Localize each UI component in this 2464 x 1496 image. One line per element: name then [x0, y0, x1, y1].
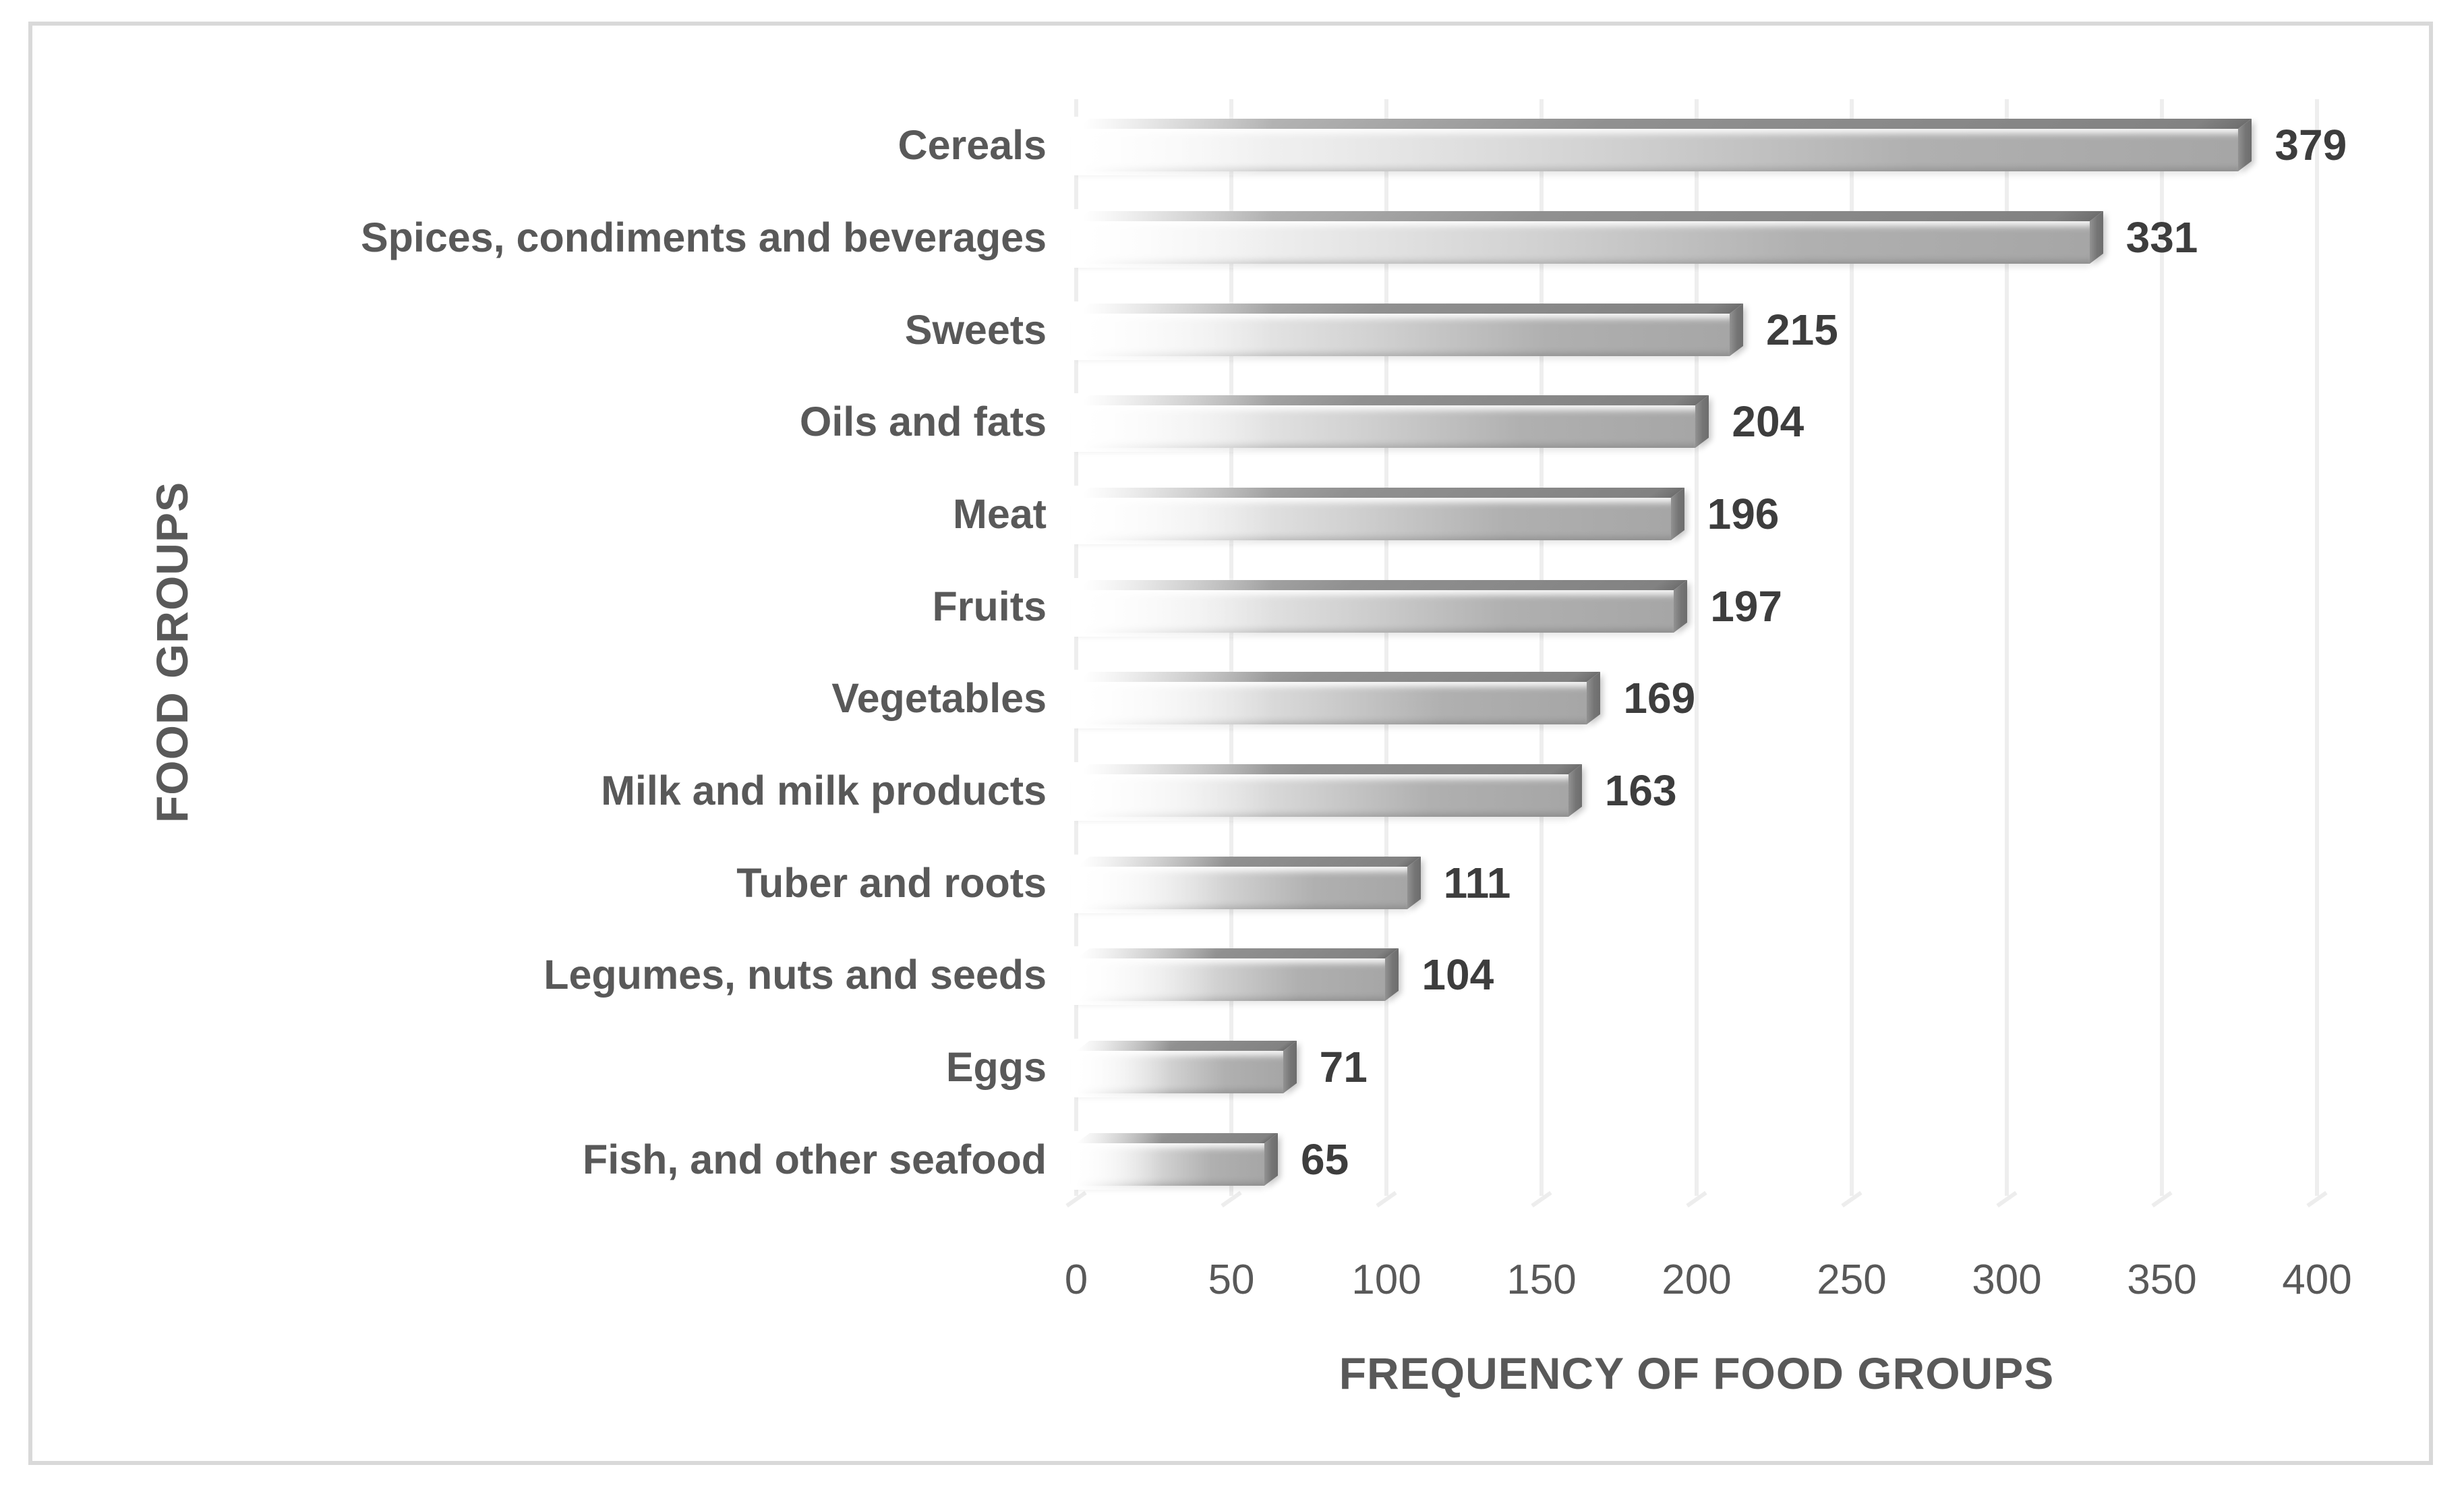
- category-label: Fish, and other seafood: [582, 1136, 1047, 1182]
- gridline: [1229, 99, 1233, 1196]
- bar-row: 71: [1071, 1021, 2317, 1114]
- value-label: 65: [1301, 1134, 1349, 1184]
- bar: [1071, 485, 1684, 544]
- value-label: 379: [2275, 121, 2347, 170]
- bar-left-fade: [1071, 1130, 1162, 1190]
- x-tick-label: 250: [1817, 1257, 1887, 1303]
- gridline: [2315, 99, 2319, 1196]
- value-label: 197: [1710, 581, 1782, 631]
- gridline: [1384, 99, 1388, 1196]
- category-label: Milk and milk products: [601, 767, 1047, 813]
- x-tick-label: 200: [1662, 1257, 1732, 1303]
- bar: [1071, 854, 1421, 913]
- bar-end-cap: [1730, 303, 1743, 356]
- bar-left-fade: [1071, 117, 1273, 176]
- x-tick-label: 350: [2127, 1257, 2197, 1303]
- category-label: Cereals: [898, 122, 1047, 169]
- bar-end-cap: [1568, 764, 1582, 817]
- value-label: 104: [1421, 950, 1494, 1000]
- bar-left-fade: [1071, 761, 1273, 821]
- value-label: 331: [2125, 212, 2198, 262]
- bar: [1071, 301, 1743, 360]
- x-tick-label: 50: [1208, 1257, 1255, 1303]
- bar-left-fade: [1071, 301, 1273, 360]
- bar-row: 111: [1071, 836, 2317, 929]
- bar-left-fade: [1071, 670, 1273, 729]
- bar-left-fade: [1071, 208, 1273, 268]
- bar-left-fade: [1071, 854, 1226, 913]
- bar-row: 163: [1071, 745, 2317, 837]
- bar-row: 104: [1071, 929, 2317, 1021]
- category-label: Eggs: [945, 1043, 1047, 1090]
- bar: [1071, 577, 1688, 637]
- gridline: [2160, 99, 2164, 1196]
- bar-row: 196: [1071, 468, 2317, 560]
- bar-end-cap: [2238, 119, 2252, 172]
- bar-left-fade: [1071, 946, 1216, 1006]
- gridline: [2005, 99, 2009, 1196]
- bar-left-fade: [1071, 485, 1273, 544]
- bar-row: 197: [1071, 560, 2317, 652]
- value-label: 163: [1604, 766, 1677, 815]
- gridline: [1539, 99, 1544, 1196]
- value-label: 169: [1623, 674, 1696, 723]
- bar-row: 379: [1071, 99, 2347, 192]
- bar-end-cap: [1670, 487, 1684, 540]
- bar-row: 65: [1071, 1113, 2317, 1205]
- bar-end-cap: [2089, 210, 2103, 264]
- category-label: Fruits: [932, 583, 1047, 629]
- category-label: Vegetables: [831, 675, 1047, 722]
- bar: [1071, 946, 1399, 1006]
- bar-end-cap: [1283, 1040, 1297, 1093]
- bar: [1071, 393, 1709, 453]
- gridline: [1074, 99, 1078, 1196]
- value-label: 196: [1707, 489, 1780, 538]
- bar-end-cap: [1407, 856, 1421, 909]
- value-label: 111: [1443, 858, 1511, 907]
- value-label: 215: [1766, 305, 1838, 354]
- gridline: [1850, 99, 1854, 1196]
- bar-end-cap: [1695, 395, 1709, 449]
- gridline: [1695, 99, 1699, 1196]
- category-label: Sweets: [904, 306, 1047, 353]
- bar: [1071, 1038, 1297, 1097]
- bar: [1071, 208, 2103, 268]
- bar-row: 204: [1071, 376, 2317, 468]
- x-tick-label: 0: [1064, 1257, 1088, 1303]
- bar: [1071, 117, 2252, 176]
- x-axis-title: FREQUENCY OF FOOD GROUPS: [1339, 1348, 2055, 1398]
- x-tick-label: 100: [1351, 1257, 1421, 1303]
- bar: [1071, 670, 1601, 729]
- bar-left-fade: [1071, 393, 1273, 453]
- bar: [1071, 761, 1582, 821]
- bar: [1071, 1130, 1278, 1190]
- value-label: 71: [1319, 1042, 1368, 1091]
- category-label: Spices, condiments and beverages: [360, 214, 1047, 260]
- bar-row: 331: [1071, 192, 2317, 284]
- x-axis-ticks: 0 50 100 150 200 250 300 350 400: [1065, 1256, 2352, 1317]
- bar-end-cap: [1674, 579, 1688, 633]
- bar-end-cap: [1264, 1132, 1278, 1186]
- category-labels-column: Cereals Spices, condiments and beverages S…: [81, 99, 1047, 1205]
- bar-end-cap: [1385, 948, 1399, 1002]
- value-label: 204: [1732, 397, 1805, 447]
- category-label: Tuber and roots: [736, 859, 1047, 906]
- bar-left-fade: [1071, 1038, 1170, 1097]
- x-tick-label: 150: [1506, 1257, 1577, 1303]
- category-label: Oils and fats: [799, 399, 1047, 445]
- bar-left-fade: [1071, 577, 1273, 637]
- bar-row: 169: [1071, 652, 2317, 745]
- plot-area: 379 331 215 204 196 197 169 163 111 104 71 65: [1071, 99, 2347, 1205]
- bar-end-cap: [1587, 672, 1601, 725]
- category-label: Meat: [953, 490, 1047, 537]
- bar-row: 215: [1071, 283, 2317, 376]
- x-tick-label: 400: [2282, 1257, 2352, 1303]
- category-label: Legumes, nuts and seeds: [544, 952, 1047, 998]
- x-tick-label: 300: [1972, 1257, 2042, 1303]
